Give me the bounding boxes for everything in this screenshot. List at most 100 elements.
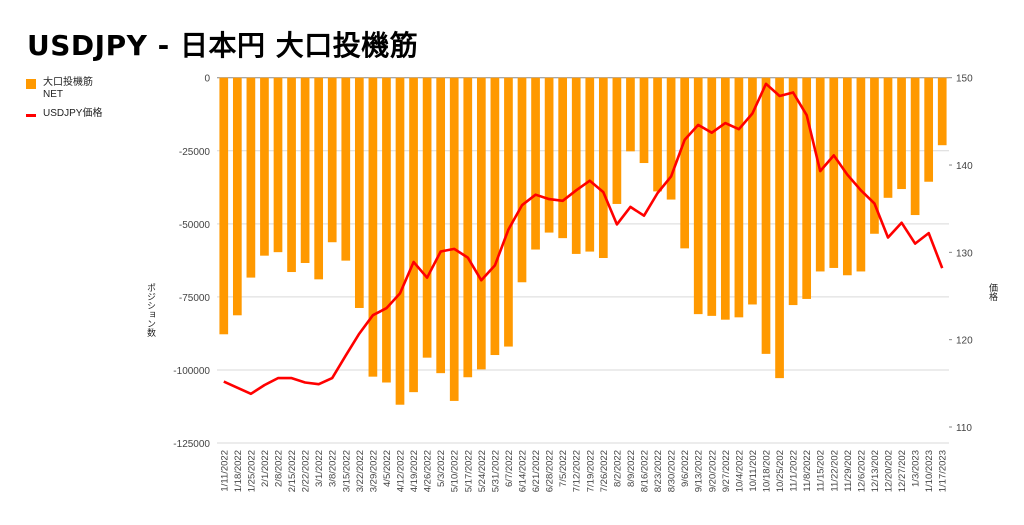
- bar: [476, 77, 486, 370]
- bar: [734, 77, 744, 318]
- y-tick-label-left: -125000: [173, 439, 210, 450]
- x-tick-label: 2/15/2022: [287, 450, 298, 492]
- chart-title: USDJPY - 日本円 大口投機筋: [27, 29, 419, 62]
- bar: [531, 77, 540, 250]
- x-tick-label: 9/6/2022: [680, 450, 691, 487]
- x-tick-label: 2/8/2022: [274, 450, 285, 487]
- bar: [260, 77, 269, 256]
- x-tick-label: 6/14/2022: [518, 450, 529, 492]
- x-tick-label: 1/17/2023: [938, 450, 949, 492]
- bar: [639, 77, 649, 164]
- bar: [382, 77, 391, 383]
- x-tick-label: 1/3/2023: [911, 450, 922, 487]
- bar: [409, 77, 418, 393]
- x-tick-label: 5/17/2022: [463, 450, 474, 492]
- bar: [395, 77, 405, 405]
- x-tick-label: 12/6/2022: [856, 450, 867, 492]
- bar: [870, 77, 879, 234]
- x-tick-label: 6/28/2022: [545, 450, 556, 492]
- x-tick-label: 5/31/2022: [490, 450, 501, 492]
- x-tick-label: 5/10/2022: [450, 450, 461, 492]
- x-tick-label: 8/9/2022: [626, 450, 637, 487]
- x-tick-label: 12/20/202: [884, 450, 895, 492]
- y-axis-right-title: 価格: [988, 283, 998, 301]
- x-tick-label: 11/15/202: [816, 450, 827, 492]
- x-tick-label: 2/1/2022: [260, 450, 271, 487]
- bar: [354, 77, 364, 308]
- bar: [571, 77, 581, 254]
- bar: [449, 77, 459, 401]
- x-tick-label: 11/1/2022: [789, 450, 800, 492]
- x-tick-label: 9/27/2022: [721, 450, 732, 492]
- x-tick-label: 11/29/202: [843, 450, 854, 492]
- y-tick-label-left: 0: [204, 74, 210, 85]
- x-tick-label: 6/21/2022: [531, 450, 542, 492]
- legend-label: 大口投機筋: [43, 77, 93, 88]
- y-tick-label-right: 150: [956, 74, 973, 85]
- x-tick-label: 12/13/202: [870, 450, 881, 492]
- bar: [517, 77, 527, 283]
- x-tick-label: 10/4/2022: [734, 450, 745, 492]
- x-tick-label: 3/29/2022: [368, 450, 379, 492]
- bar: [273, 77, 283, 253]
- x-tick-label: 10/18/202: [762, 450, 773, 492]
- x-tick-label: 4/26/2022: [423, 450, 434, 492]
- bar: [937, 77, 947, 146]
- bar: [368, 77, 378, 377]
- bar: [463, 77, 473, 378]
- bar: [626, 77, 635, 152]
- x-tick-label: 3/8/2022: [328, 450, 339, 487]
- legend-label: NET: [43, 89, 63, 100]
- x-tick-label: 10/25/202: [775, 450, 786, 492]
- x-tick-label: 9/20/2022: [707, 450, 718, 492]
- bar: [314, 77, 324, 280]
- legend-swatch-line: [26, 114, 36, 117]
- bar: [856, 77, 866, 272]
- bar: [666, 77, 676, 200]
- x-tick-label: 8/30/2022: [667, 450, 678, 492]
- x-tick-label: 1/11/2022: [219, 450, 230, 492]
- bar: [775, 77, 784, 379]
- bar: [693, 77, 703, 315]
- bar: [883, 77, 893, 198]
- y-tick-label-right: 130: [956, 248, 973, 259]
- y-tick-label-right: 140: [956, 161, 973, 172]
- bar: [558, 77, 568, 239]
- x-tick-label: 1/25/2022: [246, 450, 257, 492]
- bar: [680, 77, 690, 249]
- bar: [612, 77, 622, 204]
- x-tick-label: 3/15/2022: [341, 450, 352, 492]
- x-tick-label: 8/2/2022: [612, 450, 623, 487]
- y-tick-label-left: -25000: [179, 147, 211, 158]
- bar: [707, 77, 717, 316]
- x-tick-label: 11/22/202: [829, 450, 840, 492]
- x-tick-label: 7/5/2022: [558, 450, 569, 487]
- y-tick-label-right: 120: [956, 336, 973, 347]
- bar: [720, 77, 730, 320]
- bar: [287, 77, 296, 273]
- bar: [544, 77, 554, 233]
- bar: [897, 77, 906, 190]
- x-tick-label: 2/22/2022: [301, 450, 312, 492]
- bar: [910, 77, 920, 216]
- y-tick-label-right: 110: [956, 423, 972, 434]
- x-tick-label: 4/12/2022: [396, 450, 407, 492]
- x-tick-label: 10/11/202: [748, 450, 759, 492]
- x-tick-label: 3/1/2022: [314, 450, 325, 487]
- bar: [246, 77, 256, 278]
- x-tick-label: 7/19/2022: [585, 450, 596, 492]
- x-tick-label: 4/5/2022: [382, 450, 393, 487]
- x-tick-label: 11/8/2022: [802, 450, 813, 492]
- legend-swatch-bar: [26, 79, 36, 89]
- y-tick-label-left: -75000: [179, 293, 211, 304]
- x-tick-label: 1/18/2022: [233, 450, 244, 492]
- bar: [653, 77, 662, 192]
- x-tick-label: 8/16/2022: [640, 450, 651, 492]
- bar: [924, 77, 934, 182]
- bar: [788, 77, 798, 306]
- bar: [341, 77, 351, 261]
- bar: [504, 77, 513, 347]
- legend-label: USDJPY価格: [43, 108, 103, 119]
- bar: [761, 77, 771, 354]
